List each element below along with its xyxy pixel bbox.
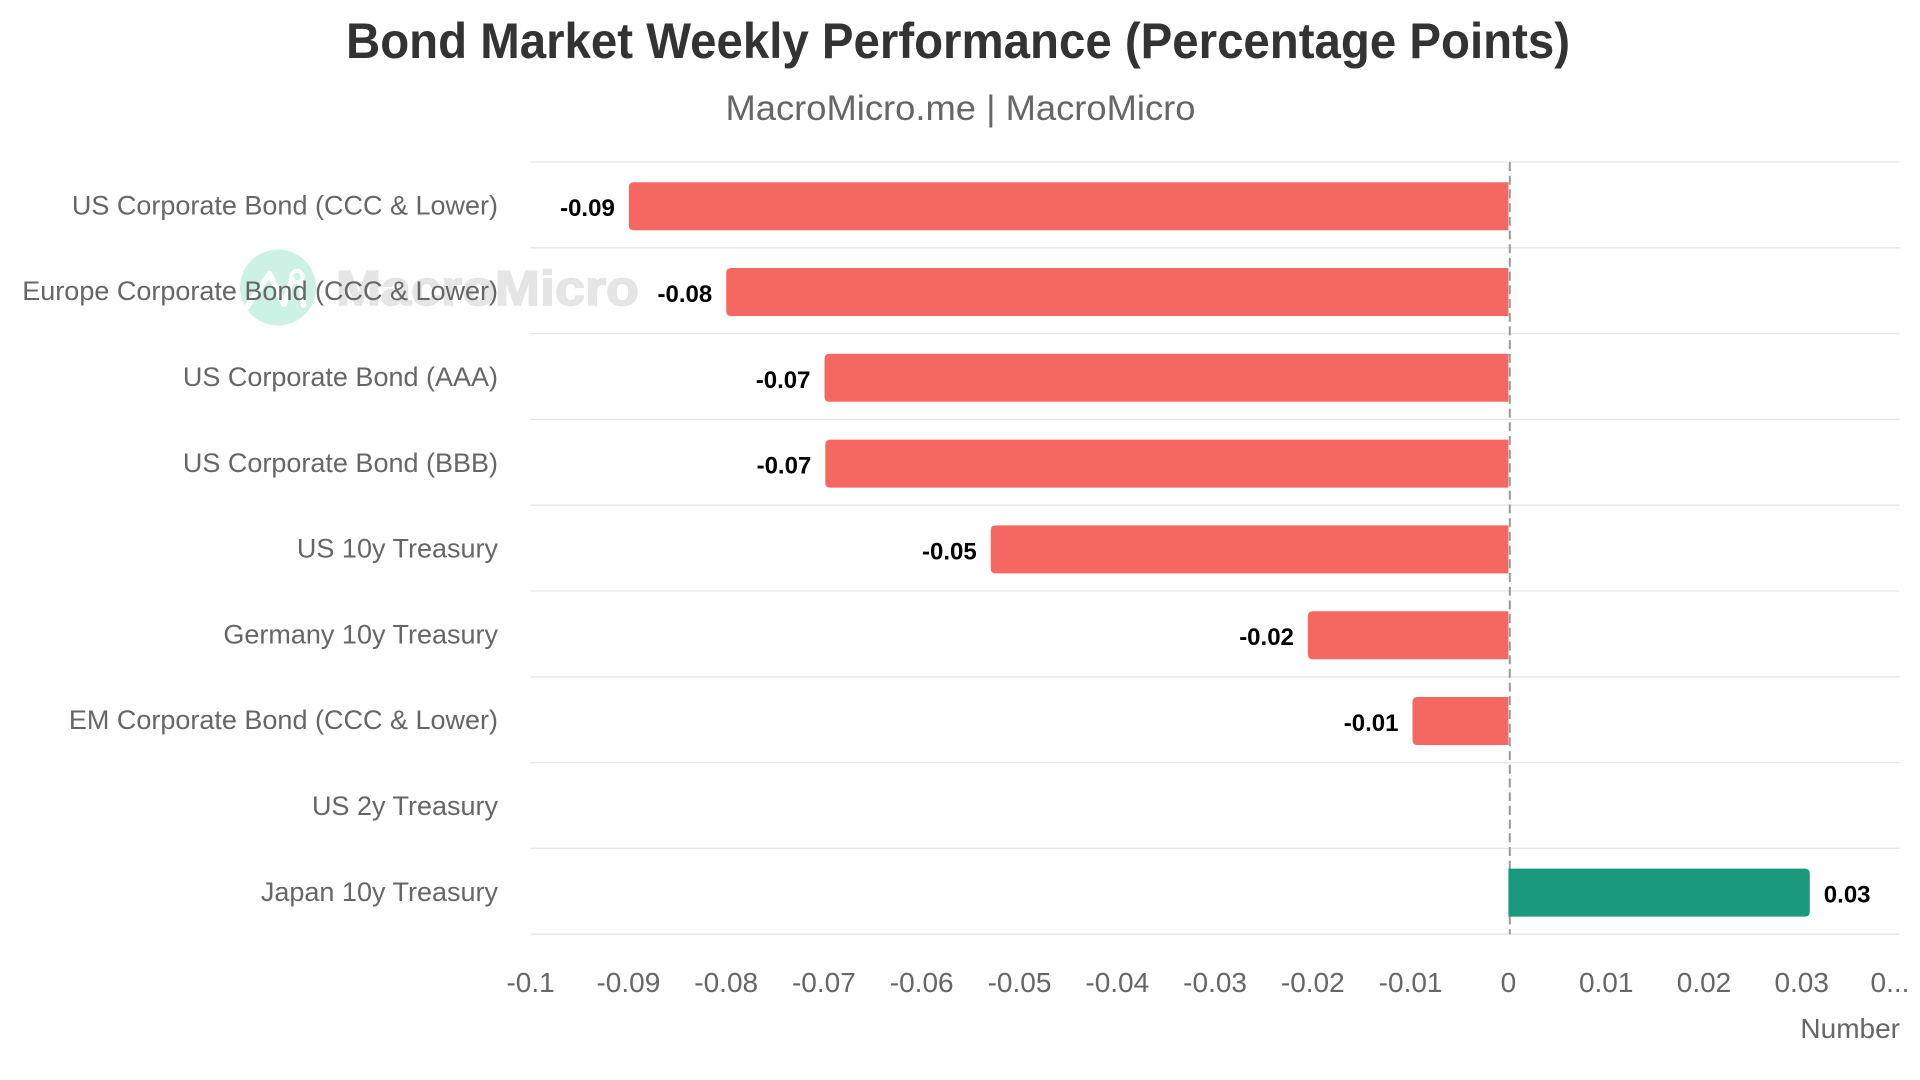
- svg-text:-0.07: -0.07: [792, 967, 856, 998]
- svg-text:US Corporate Bond (BBB): US Corporate Bond (BBB): [183, 448, 498, 478]
- svg-text:-0.08: -0.08: [694, 967, 758, 998]
- svg-text:-0.09: -0.09: [596, 967, 660, 998]
- svg-text:-0.06: -0.06: [890, 967, 954, 998]
- svg-text:-0.1: -0.1: [506, 967, 554, 998]
- svg-text:-0.02: -0.02: [1281, 967, 1345, 998]
- svg-text:-0.01: -0.01: [1379, 967, 1443, 998]
- svg-text:US Corporate Bond (AAA): US Corporate Bond (AAA): [183, 362, 498, 392]
- svg-text:US 2y Treasury: US 2y Treasury: [312, 791, 499, 821]
- svg-text:-0.04: -0.04: [1085, 967, 1149, 998]
- svg-text:Germany 10y Treasury: Germany 10y Treasury: [223, 619, 498, 649]
- svg-text:US 10y Treasury: US 10y Treasury: [297, 534, 499, 564]
- svg-text:-0.09: -0.09: [560, 195, 615, 222]
- svg-text:Europe Corporate Bond (CCC & L: Europe Corporate Bond (CCC & Lower): [22, 276, 498, 306]
- svg-text:-0.01: -0.01: [1344, 710, 1399, 737]
- svg-text:-0.08: -0.08: [657, 281, 712, 308]
- svg-text:0.03: 0.03: [1824, 882, 1871, 909]
- svg-text:MacroMicro: MacroMicro: [336, 262, 639, 316]
- svg-text:MacroMicro.me | MacroMicro: MacroMicro.me | MacroMicro: [726, 89, 1196, 128]
- svg-text:US Corporate Bond (CCC & Lower: US Corporate Bond (CCC & Lower): [72, 190, 498, 220]
- svg-text:-0.05: -0.05: [988, 967, 1052, 998]
- svg-text:0.03: 0.03: [1774, 967, 1829, 998]
- svg-text:-0.07: -0.07: [757, 453, 812, 480]
- svg-text:0.02: 0.02: [1677, 967, 1732, 998]
- svg-text:-0.03: -0.03: [1183, 967, 1247, 998]
- svg-text:0.01: 0.01: [1579, 967, 1634, 998]
- svg-text:0...: 0...: [1871, 967, 1910, 998]
- svg-text:-0.05: -0.05: [922, 538, 977, 565]
- svg-text:EM Corporate Bond (CCC & Lower: EM Corporate Bond (CCC & Lower): [69, 705, 498, 735]
- svg-text:0: 0: [1501, 967, 1517, 998]
- svg-text:Japan 10y Treasury: Japan 10y Treasury: [261, 877, 499, 907]
- svg-text:Bond Market Weekly Performance: Bond Market Weekly Performance (Percenta…: [346, 13, 1570, 69]
- svg-text:-0.02: -0.02: [1239, 624, 1294, 651]
- svg-text:-0.07: -0.07: [756, 367, 811, 394]
- svg-text:Number: Number: [1800, 1013, 1900, 1044]
